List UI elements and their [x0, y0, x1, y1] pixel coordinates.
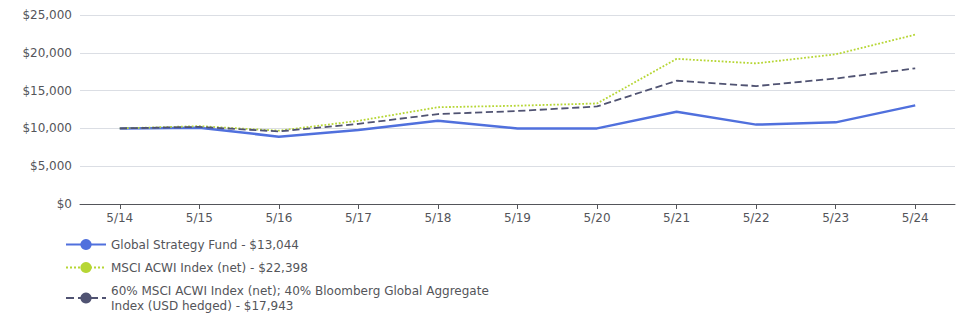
svg-text:5/14: 5/14 [106, 211, 133, 225]
svg-text:Global Strategy Fund - $13,044: Global Strategy Fund - $13,044 [111, 238, 299, 252]
svg-text:5/17: 5/17 [345, 211, 372, 225]
svg-text:$20,000: $20,000 [22, 46, 72, 60]
svg-text:5/18: 5/18 [424, 211, 451, 225]
svg-text:5/22: 5/22 [743, 211, 770, 225]
svg-text:5/21: 5/21 [663, 211, 690, 225]
svg-text:$15,000: $15,000 [22, 84, 72, 98]
svg-text:5/20: 5/20 [584, 211, 611, 225]
svg-text:Index (USD hedged) - $17,943: Index (USD hedged) - $17,943 [111, 299, 293, 313]
svg-text:$0: $0 [57, 197, 72, 211]
svg-text:5/23: 5/23 [822, 211, 849, 225]
svg-text:$5,000: $5,000 [30, 159, 72, 173]
svg-text:60% MSCI ACWI Index (net); 40%: 60% MSCI ACWI Index (net); 40% Bloomberg… [111, 284, 489, 298]
svg-text:5/15: 5/15 [186, 211, 213, 225]
svg-text:5/19: 5/19 [504, 211, 531, 225]
svg-text:5/24: 5/24 [902, 211, 929, 225]
svg-text:$25,000: $25,000 [22, 8, 72, 22]
svg-text:5/16: 5/16 [265, 211, 292, 225]
svg-text:$10,000: $10,000 [22, 121, 72, 135]
svg-text:MSCI ACWI Index (net) - $22,39: MSCI ACWI Index (net) - $22,398 [111, 261, 308, 275]
